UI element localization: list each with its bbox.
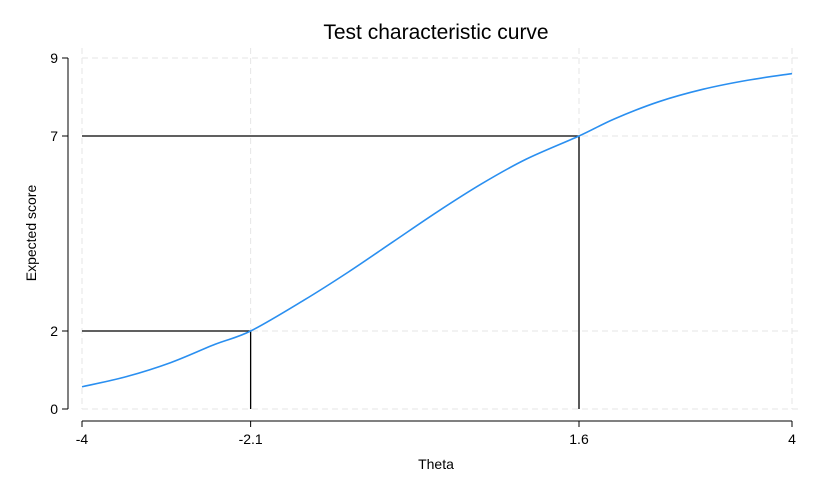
tcc-curve — [81, 72, 793, 388]
y-axis-label: Expected score — [23, 185, 39, 282]
chart-title: Test characteristic curve — [323, 21, 548, 44]
series — [81, 72, 793, 388]
y-tick-label: 9 — [50, 50, 58, 66]
x-tick-label: 4 — [788, 431, 796, 447]
x-axis-label: Theta — [418, 456, 454, 472]
x-tick-label: -4 — [76, 431, 89, 447]
x-tick-label: 1.6 — [569, 431, 589, 447]
reference-lines — [82, 135, 580, 409]
y-tick-label: 7 — [50, 128, 58, 144]
y-tick-label: 2 — [50, 323, 58, 339]
axes: 0 2 7 9 -4 -2.1 1.6 4 — [50, 50, 796, 447]
x-tick-label: -2.1 — [239, 431, 263, 447]
y-tick-label: 0 — [50, 401, 58, 417]
